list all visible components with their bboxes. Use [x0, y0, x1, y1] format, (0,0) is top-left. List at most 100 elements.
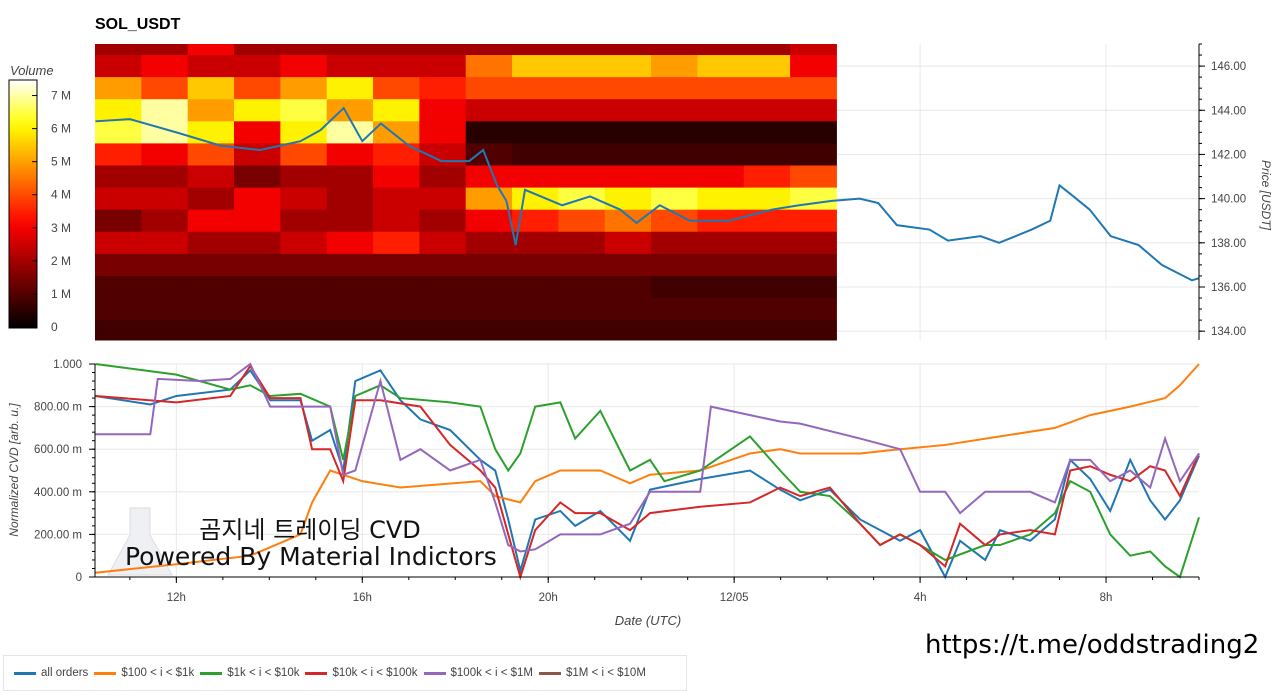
heatmap-cell	[512, 231, 559, 255]
heatmap-cell	[419, 165, 467, 189]
legend-item[interactable]: $1k < i < $10k	[200, 667, 299, 679]
heatmap-cell	[604, 77, 652, 100]
cvd-tick-label: 0	[76, 572, 82, 584]
legend-item[interactable]: $1M < i < $10M	[539, 667, 646, 679]
heatmap-cell	[141, 275, 189, 299]
legend-label: $100 < i < $1k	[121, 667, 195, 679]
heatmap-cell	[558, 99, 606, 122]
heatmap-cell	[373, 275, 420, 299]
heatmap-cell	[743, 165, 791, 189]
heatmap-cell	[651, 55, 698, 78]
heatmap-cell	[790, 253, 837, 277]
legend-item[interactable]: $100 < i < $1k	[94, 667, 194, 679]
heatmap-cell	[512, 320, 559, 341]
heatmap-cell	[326, 55, 374, 78]
heatmap-cell	[558, 55, 606, 78]
price-tick-label: 134.00	[1211, 326, 1246, 338]
legend-item[interactable]: $100k < i < $1M	[423, 667, 533, 679]
heatmap-cell	[651, 298, 698, 321]
heatmap-cell	[743, 121, 791, 144]
heatmap-cell	[141, 165, 189, 189]
heatmap-cell	[465, 165, 513, 189]
heatmap-cell	[651, 99, 698, 122]
heatmap-cell	[419, 121, 467, 144]
colorbar-tick-label: 0	[51, 320, 58, 334]
heatmap-cell	[234, 99, 281, 122]
heatmap-cell	[141, 187, 189, 211]
heatmap-cell	[651, 231, 698, 255]
heatmap-cell	[326, 165, 374, 189]
heatmap-cell	[604, 298, 652, 321]
heatmap-cell	[419, 231, 467, 255]
heatmap-cell	[651, 165, 698, 189]
heatmap-cell	[280, 253, 328, 277]
heatmap-cell	[141, 143, 189, 166]
heatmap-cell	[651, 209, 698, 233]
price-tick-label: 140.00	[1211, 194, 1246, 206]
heatmap-cell	[512, 55, 559, 78]
time-tick-label: 4h	[914, 592, 927, 604]
heatmap-cell	[743, 209, 791, 233]
heatmap-cell	[187, 298, 235, 321]
heatmap-cell	[790, 298, 837, 321]
heatmap-cell	[465, 55, 513, 78]
heatmap-cell	[373, 209, 420, 233]
heatmap-cell	[697, 99, 745, 122]
heatmap-cell	[465, 143, 513, 166]
heatmap-cell	[465, 231, 513, 255]
heatmap-cell	[604, 165, 652, 189]
heatmap-cell	[790, 320, 837, 341]
price-tick-label: 136.00	[1211, 282, 1246, 294]
cvd-axis-label: Normalized CVD [arb. u.]	[7, 403, 21, 537]
heatmap-cell	[326, 143, 374, 166]
legend-label: $100k < i < $1M	[450, 667, 533, 679]
time-axis-label: Date (UTC)	[615, 613, 681, 628]
heatmap-cell	[558, 77, 606, 100]
legend-item[interactable]: all orders	[14, 667, 88, 679]
price-tick-label: 138.00	[1211, 238, 1246, 250]
heatmap-cell	[187, 143, 235, 166]
heatmap-cell	[187, 55, 235, 78]
heatmap-cell	[373, 320, 420, 341]
heatmap-cell	[141, 77, 189, 100]
heatmap-cell	[280, 165, 328, 189]
heatmap-cell	[373, 143, 420, 166]
heatmap-cell	[558, 165, 606, 189]
heatmap-cell	[187, 275, 235, 299]
watermark-title: 곰지네 트레이딩 CVD	[199, 516, 421, 544]
chart-title: SOL_USDT	[95, 16, 181, 33]
heatmap-cell	[743, 275, 791, 299]
colorbar-tick-label: 1 M	[51, 287, 71, 301]
heatmap-cell	[234, 77, 281, 100]
legend-label: $10k < i < $100k	[332, 667, 418, 679]
heatmap-cell	[187, 231, 235, 255]
heatmap-cell	[95, 165, 142, 189]
heatmap-cell	[280, 44, 328, 56]
heatmap-cell	[187, 77, 235, 100]
heatmap-cell	[512, 253, 559, 277]
heatmap-cell	[743, 187, 791, 211]
heatmap-cell	[187, 121, 235, 144]
heatmap-cell	[743, 231, 791, 255]
heatmap-cell	[95, 121, 142, 144]
heatmap-cell	[604, 187, 652, 211]
heatmap-cell	[558, 275, 606, 299]
heatmap-cell	[280, 187, 328, 211]
heatmap-cell	[743, 44, 791, 56]
heatmap-cell	[419, 55, 467, 78]
legend-swatch	[94, 671, 117, 675]
heatmap-cell	[604, 121, 652, 144]
time-tick-label: 8h	[1100, 592, 1113, 604]
colorbar	[8, 79, 38, 329]
heatmap-cell	[234, 209, 281, 233]
heatmap-cell	[790, 143, 837, 166]
heatmap-cell	[651, 187, 698, 211]
heatmap-cell	[465, 275, 513, 299]
heatmap-cell	[187, 99, 235, 122]
heatmap-cell	[651, 275, 698, 299]
telegram-url[interactable]: https://t.me/oddstrading2	[925, 630, 1260, 660]
legend-item[interactable]: $10k < i < $100k	[305, 667, 418, 679]
heatmap-cell	[697, 275, 745, 299]
heatmap-cell	[651, 253, 698, 277]
heatmap-cell	[604, 275, 652, 299]
